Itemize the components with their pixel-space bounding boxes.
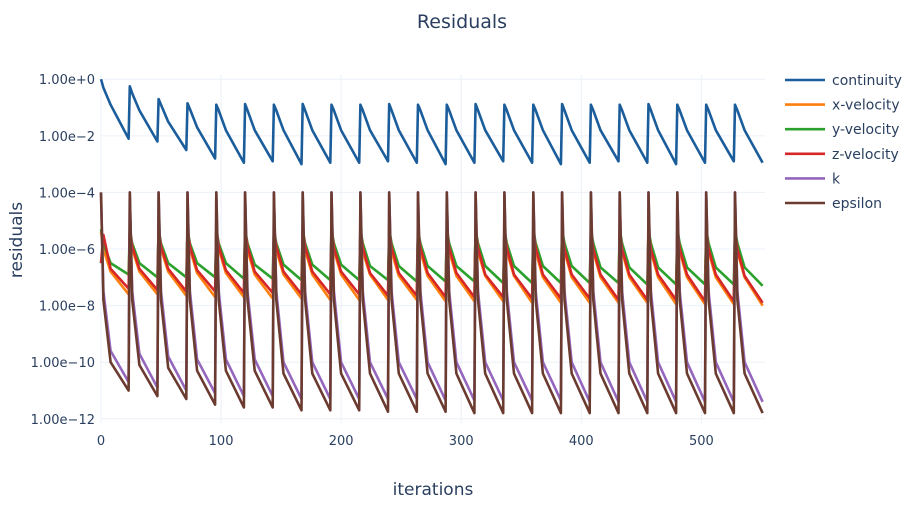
legend-item-y-velocity[interactable]: y-velocity [785,122,899,138]
legend-item-epsilon[interactable]: epsilon [785,196,882,212]
x-tick-label: 0 [97,434,105,449]
x-tick-label: 500 [689,434,714,449]
legend-item-z-velocity[interactable]: z-velocity [785,147,899,163]
series-line-k [99,191,764,404]
grid [100,75,765,423]
legend[interactable]: continuity x-velocity y-velocity z-velocity… [785,73,902,212]
x-axis: 0 100 200 300 400 500 [97,434,714,449]
legend-item-x-velocity[interactable]: x-velocity [785,98,900,114]
y-tick-label: 1.00e−8 [39,300,95,315]
x-tick-label: 400 [569,434,594,449]
y-tick-label: 1.00e−10 [31,356,95,371]
x-axis-label: iterations [393,480,474,500]
legend-label: y-velocity [832,122,899,138]
y-tick-label: 1.00e−2 [39,130,95,145]
legend-item-k[interactable]: k [785,171,841,187]
legend-label: x-velocity [832,98,900,114]
y-axis-label: residuals [7,202,27,278]
legend-label: epsilon [832,196,882,212]
y-tick-label: 1.00e−6 [39,243,95,258]
y-tick-label: 1.00e−4 [39,186,95,201]
legend-item-continuity[interactable]: continuity [785,73,902,89]
y-tick-label: 1.00e+0 [39,73,95,88]
legend-label: k [832,171,841,187]
legend-label: continuity [832,73,902,89]
y-tick-label: 1.00e−12 [31,413,95,428]
y-axis: 1.00e+0 1.00e−2 1.00e−4 1.00e−6 1.00e−8 1.00e… [31,73,95,428]
x-tick-label: 100 [209,434,234,449]
series-line-continuity [99,78,764,166]
plot-area[interactable] [99,78,764,415]
x-tick-label: 300 [449,434,474,449]
chart-title: Residuals [417,11,507,33]
x-tick-label: 200 [329,434,354,449]
series-line-epsilon [99,191,764,415]
legend-label: z-velocity [832,147,899,163]
